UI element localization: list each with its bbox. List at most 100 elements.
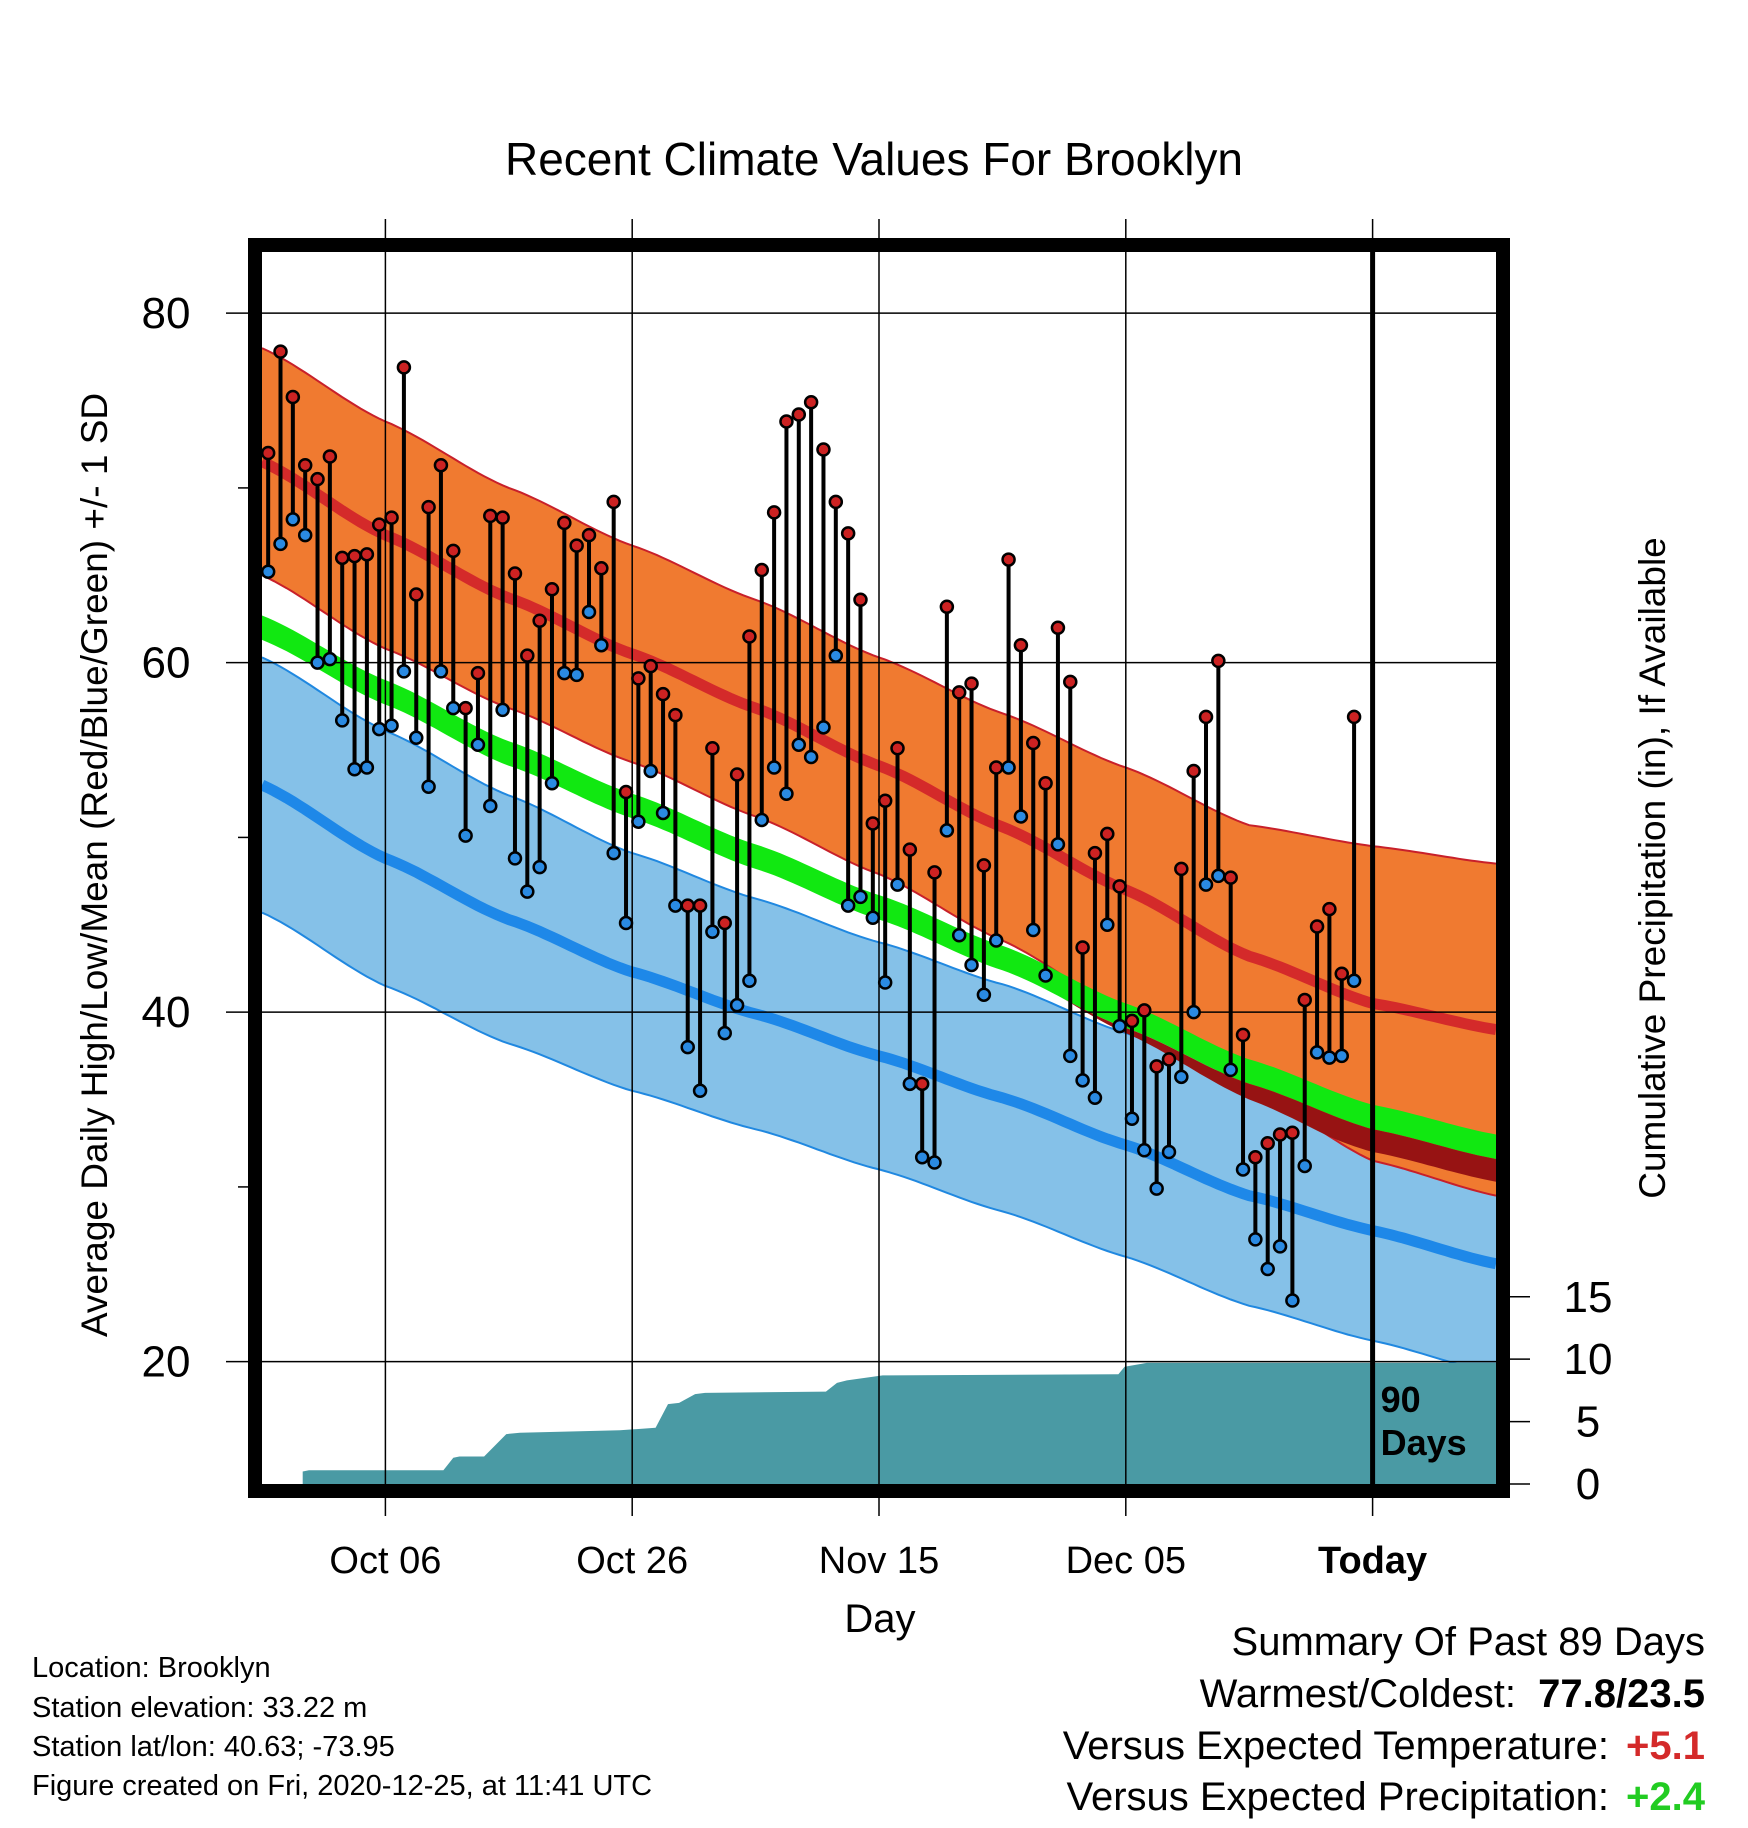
daily-high-point	[1235, 1027, 1251, 1043]
x-tick-label: Dec 05	[1066, 1540, 1186, 1582]
daily-high-point	[976, 858, 992, 873]
x-tick-label: Nov 15	[819, 1540, 939, 1582]
daily-low-point	[569, 667, 584, 683]
daily-low-point	[939, 823, 955, 838]
daily-low-point	[964, 957, 979, 973]
daily-high-point	[1013, 637, 1029, 653]
daily-high-point	[618, 784, 634, 800]
daily-high-point	[927, 865, 942, 880]
x-tick-label: Oct 26	[576, 1540, 688, 1582]
summary-warmest-row: Warmest/Coldest: 77.8/23.5	[1200, 1674, 1705, 1714]
daily-low-point	[668, 898, 683, 913]
precipitation-anomaly-value: +2.4	[1626, 1775, 1705, 1819]
daily-high-point	[1087, 845, 1103, 861]
daily-high-point	[495, 510, 510, 525]
daily-high-point	[1112, 879, 1127, 894]
daily-high-point	[1248, 1149, 1263, 1165]
y2-tick-label: 0	[1576, 1460, 1600, 1509]
daily-high-point	[409, 587, 424, 602]
daily-low-point	[1297, 1158, 1312, 1174]
daily-low-point	[297, 527, 313, 543]
daily-low-point	[729, 997, 745, 1013]
daily-low-point	[717, 1025, 732, 1041]
daily-high-point	[581, 527, 597, 543]
daily-high-point	[507, 566, 523, 581]
daily-high-point	[1334, 966, 1349, 981]
daily-low-point	[779, 786, 794, 801]
daily-low-point	[1026, 922, 1041, 938]
daily-low-point	[631, 814, 646, 829]
summary-temperature-row: Versus Expected Temperature: +5.1	[1063, 1726, 1705, 1766]
daily-low-point	[643, 763, 658, 779]
warmest-coldest-label: Warmest/Coldest:	[1199, 1672, 1516, 1716]
daily-low-point	[1346, 973, 1362, 988]
daily-low-point	[890, 877, 905, 892]
x-axis-label: Day	[844, 1597, 915, 1641]
daily-low-point	[310, 655, 325, 670]
daily-low-point	[865, 910, 881, 926]
daily-low-point	[655, 805, 671, 821]
daily-high-point	[606, 494, 621, 510]
daily-high-point	[384, 510, 399, 525]
daily-high-point	[754, 562, 770, 578]
y-tick-label: 80	[142, 289, 191, 338]
daily-low-point	[544, 775, 560, 791]
daily-high-point	[902, 842, 918, 857]
daily-high-point	[557, 515, 572, 531]
daily-low-point	[1149, 1181, 1164, 1196]
daily-high-point	[1026, 735, 1041, 751]
daily-high-point	[828, 494, 844, 510]
daily-low-point	[384, 718, 399, 733]
daily-low-point	[1211, 868, 1226, 884]
daily-high-point	[322, 449, 338, 464]
plot-border	[248, 238, 1510, 1498]
daily-low-point	[877, 975, 893, 990]
daily-high-point	[458, 700, 473, 716]
location-text: Location: Brooklyn	[32, 1652, 271, 1684]
daily-high-point	[655, 686, 671, 702]
daily-low-point	[1112, 1018, 1127, 1034]
daily-high-point	[371, 517, 387, 532]
station-elevation-text: Station elevation: 33.22 m	[32, 1692, 368, 1724]
daily-high-point	[890, 741, 905, 756]
daily-low-point	[742, 973, 757, 988]
daily-low-point	[470, 737, 486, 753]
daily-high-point	[1001, 552, 1016, 567]
daily-low-point	[1161, 1144, 1177, 1160]
daily-high-point	[421, 499, 436, 515]
daily-low-point	[1322, 1050, 1337, 1065]
daily-low-point	[692, 1083, 708, 1099]
daily-low-point	[347, 762, 362, 777]
daily-low-point	[371, 721, 387, 737]
daily-low-point	[816, 720, 831, 735]
precipitation-anomaly-label: Versus Expected Precipitation:	[1066, 1775, 1609, 1819]
daily-low-point	[766, 760, 782, 775]
daily-high-point	[310, 471, 325, 487]
temperature-anomaly-label: Versus Expected Temperature:	[1062, 1724, 1609, 1768]
daily-high-point	[717, 915, 732, 931]
daily-high-point	[433, 457, 449, 473]
daily-low-point	[359, 760, 375, 775]
plot-area: 90 Days	[248, 238, 1510, 1498]
daily-low-point	[334, 713, 350, 728]
daily-high-point	[742, 629, 757, 644]
temperature-anomaly-value: +5.1	[1626, 1724, 1705, 1768]
daily-high-point	[964, 676, 979, 691]
daily-low-point	[1050, 837, 1066, 852]
daily-low-point	[1001, 760, 1016, 775]
daily-low-point	[285, 512, 301, 527]
daily-high-point	[766, 505, 782, 520]
daily-low-point	[1285, 1293, 1300, 1308]
daily-high-point	[1137, 1003, 1152, 1018]
daily-low-point	[1063, 1048, 1078, 1064]
daily-low-point	[976, 987, 992, 1002]
daily-high-point	[1038, 775, 1053, 791]
chart-title: Recent Climate Values For Brooklyn	[505, 133, 1243, 185]
daily-high-point	[692, 898, 708, 913]
daily-high-point	[1322, 901, 1337, 917]
daily-low-point	[1087, 1090, 1103, 1106]
daily-low-point	[495, 702, 510, 718]
daily-low-point	[409, 730, 424, 746]
plot-frame	[248, 238, 1510, 1498]
